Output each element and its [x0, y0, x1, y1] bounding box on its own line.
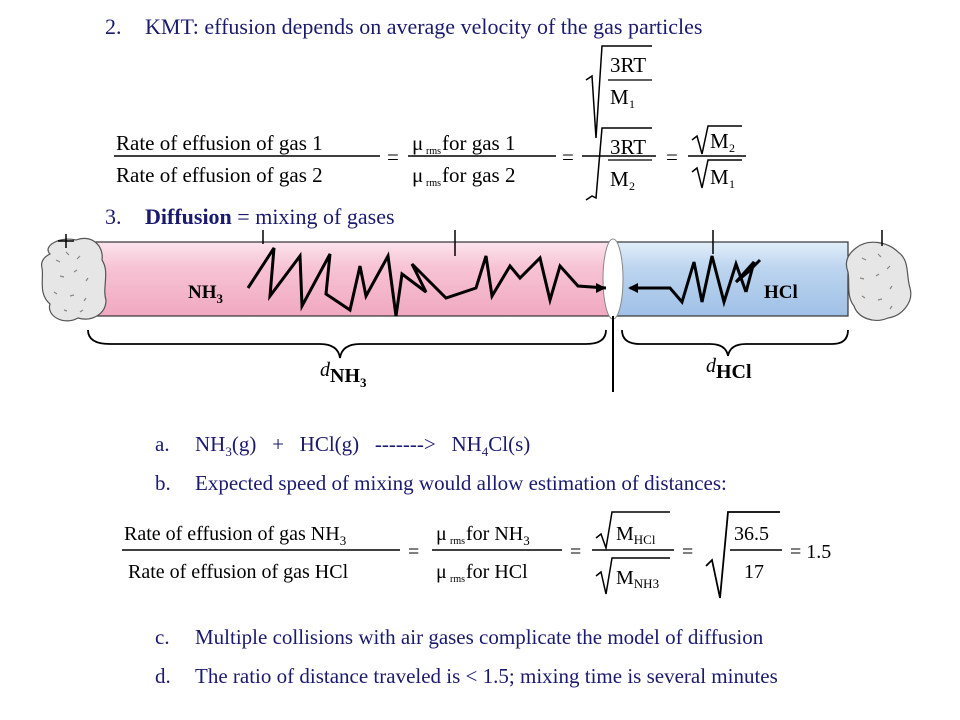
eq1-rms-top: rms	[426, 146, 441, 157]
eq1-mu-top: μ	[412, 131, 423, 155]
d-hcl-label: dHCl	[706, 355, 752, 383]
hcl-random-path	[630, 255, 748, 308]
eq1-r4-den-sub: 1	[729, 177, 735, 191]
eq2-lhs-numerator: Rate of effusion of gas NH3	[124, 523, 346, 548]
eq1-m1-letter: M	[610, 85, 629, 109]
effusion-equation-2: Rate of effusion of gas NH3 Rate of effu…	[122, 511, 831, 599]
eq1-lhs-numerator: Rate of effusion of gas 1	[116, 131, 323, 155]
sub-item-b: b. Expected speed of mixing would allow e…	[155, 471, 727, 496]
sub-item-d: d. The ratio of distance traveled is < 1.…	[155, 664, 778, 689]
eq1-mu-bottom: μ	[412, 163, 423, 187]
eq1-3rt-top: 3RT	[610, 53, 646, 77]
effusion-equation-1: Rate of effusion of gas 1 Rate of effusi…	[114, 45, 746, 201]
sub-item-b-text: Expected speed of mixing would allow est…	[195, 471, 727, 495]
eq1-m2-sub: 2	[629, 179, 635, 193]
eq2-lhs-denominator: Rate of effusion of gas HCl	[128, 561, 349, 583]
eq1-lhs-denominator: Rate of effusion of gas 2	[116, 163, 323, 187]
item-3: 3. Diffusion = mixing of gases	[105, 204, 395, 230]
item-2: 2. KMT: effusion depends on average veloc…	[105, 14, 703, 40]
eq1-equals-2: =	[562, 145, 574, 169]
sub-item-d-text: The ratio of distance traveled is < 1.5;…	[195, 664, 778, 688]
right-cotton-plug	[845, 241, 912, 321]
hcl-label: HCl	[764, 282, 798, 303]
eq1-m2-letter: M	[610, 167, 629, 191]
sub-item-a-letter: a.	[155, 432, 170, 456]
nh3-random-path	[246, 247, 607, 317]
sub-item-c-letter: c.	[155, 625, 170, 649]
eq1-r4-num-letter: M	[710, 129, 729, 153]
tube-tick-marks	[58, 230, 883, 256]
eq2-mid-denominator: for HCl	[466, 561, 528, 583]
hcl-distance-brace	[621, 329, 849, 357]
eq1-mid-numerator: for gas 1	[442, 131, 515, 155]
eq1-mid-denominator: for gas 2	[442, 163, 515, 187]
eq2-result: = 1.5	[790, 541, 831, 563]
eq2-mu-bottom: μ	[436, 561, 447, 583]
eq1-rms-bottom: rms	[426, 178, 441, 189]
reaction-nh4-sub: 4	[481, 444, 489, 460]
reaction-middle: (g) + HCl(g) -------> NH	[231, 432, 482, 456]
eq2-rms-bottom: rms	[450, 574, 465, 585]
d-nh3-label: dNH3	[320, 359, 367, 390]
eq1-r4-den-letter: M	[710, 165, 729, 189]
sub-item-d-letter: d.	[155, 664, 171, 688]
sub-item-c: c. Multiple collisions with air gases com…	[155, 625, 763, 650]
eq2-m-nh3: MNH3	[616, 567, 659, 591]
reaction-product-tail: Cl(s)	[488, 432, 531, 456]
nh3-tube-section	[77, 241, 614, 317]
eq1-equals-3: =	[666, 145, 678, 169]
left-cotton-plug	[41, 237, 107, 322]
eq2-equals-1: =	[408, 541, 419, 563]
item-2-number: 2.	[105, 14, 122, 39]
eq2-m-hcl: MHCl	[616, 523, 656, 547]
sub-item-a: a. NH3(g) + HCl(g) -------> NH4Cl(s)	[155, 432, 530, 460]
eq2-value-365: 36.5	[734, 523, 769, 545]
eq2-rms-top: rms	[450, 536, 465, 547]
eq1-r4-num-sub: 2	[729, 141, 735, 155]
nh4cl-ring	[602, 238, 624, 320]
nh3-distance-brace	[87, 329, 607, 359]
sub-item-b-letter: b.	[155, 471, 171, 495]
eq1-m1-sub: 1	[629, 97, 635, 111]
item-3-text: = mixing of gases	[231, 204, 395, 229]
reaction-nh3: NH	[195, 432, 226, 456]
item-2-text: KMT: effusion depends on average velocit…	[145, 14, 703, 39]
eq2-value-17: 17	[744, 561, 764, 583]
eq2-mid-numerator: for NH3	[466, 523, 530, 548]
eq2-mu-top: μ	[436, 523, 447, 545]
eq2-equals-3: =	[682, 541, 693, 563]
eq1-equals-1: =	[387, 145, 399, 169]
nh3-label: NH3	[188, 282, 224, 306]
item-3-number: 3.	[105, 204, 122, 229]
diffusion-tube-diagram: NH3 HCl dNH3 dHCl	[41, 230, 912, 392]
item-3-bold: Diffusion	[145, 204, 232, 229]
eq2-equals-2: =	[570, 541, 581, 563]
sub-item-c-text: Multiple collisions with air gases compl…	[195, 625, 764, 649]
eq1-3rt-bottom: 3RT	[610, 135, 646, 159]
reaction-nh3-sub: 3	[225, 444, 232, 460]
